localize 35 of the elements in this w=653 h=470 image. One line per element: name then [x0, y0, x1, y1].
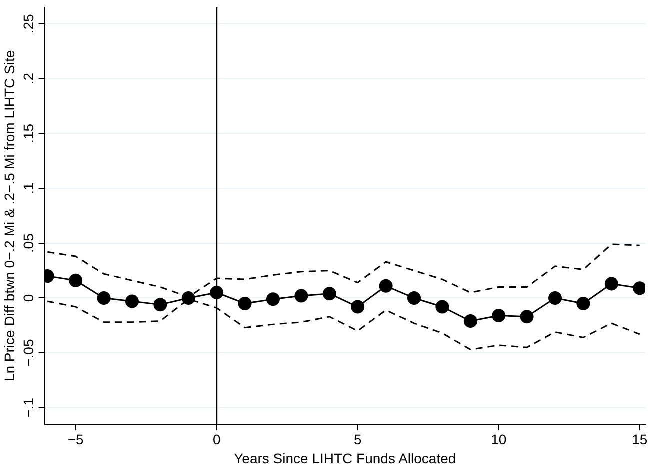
point	[182, 291, 196, 305]
y-tick-label: .15	[20, 124, 37, 144]
point	[266, 292, 280, 306]
point	[520, 310, 534, 324]
point	[125, 294, 139, 308]
x-tick-label: 5	[354, 432, 362, 448]
x-tick-label: 0	[212, 432, 221, 448]
x-tick-label: 15	[632, 432, 648, 448]
y-tick-label: .1	[20, 182, 37, 194]
point	[464, 314, 478, 328]
y-tick-label: −.1	[20, 398, 37, 418]
x-tick-label: 10	[491, 432, 507, 448]
point	[407, 291, 421, 305]
point	[633, 282, 646, 296]
point	[379, 279, 393, 293]
point	[604, 277, 618, 291]
point	[322, 287, 336, 301]
point	[97, 291, 111, 305]
y-tick-label: .25	[20, 14, 37, 34]
point	[69, 274, 83, 288]
point	[492, 309, 506, 323]
point	[351, 300, 365, 314]
y-tick-label: 0	[20, 294, 37, 302]
point	[436, 300, 450, 314]
point	[238, 296, 252, 310]
point	[154, 298, 168, 312]
x-axis-title: Years Since LIHTC Funds Allocated	[234, 450, 456, 466]
point	[294, 289, 308, 303]
y-tick-label: .05	[20, 233, 37, 254]
point	[548, 291, 562, 305]
x-tick-label: −5	[68, 432, 84, 448]
y-axis-title: Ln Price Diff btwn 0−.2 Mi & .2−.5 Mi from LIHTC Site	[1, 50, 18, 382]
y-tick-label: .2	[20, 72, 37, 85]
point	[576, 296, 590, 310]
y-tick-label: −.05	[20, 339, 37, 367]
